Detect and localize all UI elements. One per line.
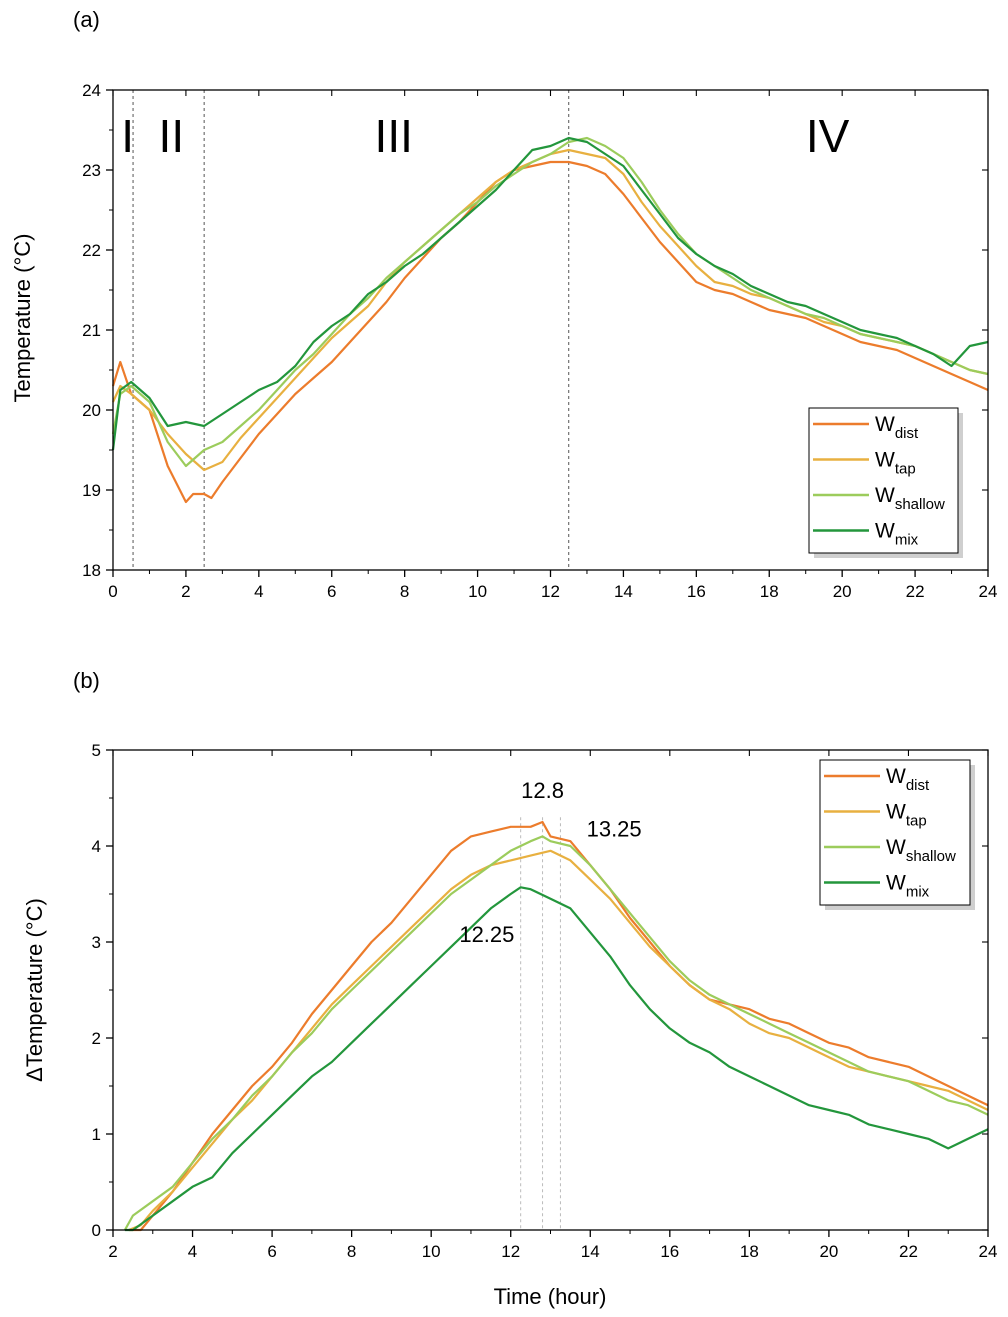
x-tick-label: 12 <box>541 582 560 601</box>
x-tick-label: 16 <box>687 582 706 601</box>
x-tick-label: 24 <box>979 582 998 601</box>
legend-label-tap: Wtap <box>875 449 916 478</box>
y-tick-label: 19 <box>82 481 101 500</box>
peak-annotation: 12.8 <box>521 778 564 803</box>
series-line-mix <box>111 136 989 451</box>
x-tick-label: 6 <box>267 1242 276 1261</box>
x-tick-label: 4 <box>188 1242 197 1261</box>
x-tick-label: 20 <box>819 1242 838 1261</box>
y-tick-label: 4 <box>92 837 101 856</box>
panel-b-peak-markers <box>520 817 561 1230</box>
panel-a-phase-labels: I II III IV <box>121 110 849 162</box>
phase-label: I <box>121 110 134 162</box>
y-tick-label: 5 <box>92 741 101 760</box>
phase-label: IV <box>806 110 850 162</box>
y-tick-label: 0 <box>92 1221 101 1240</box>
legend-box <box>819 759 971 906</box>
x-tick-label: 8 <box>347 1242 356 1261</box>
panel-a-phase-dividers <box>132 90 570 570</box>
phase-label: III <box>375 110 413 162</box>
series-line-shallow <box>111 136 989 468</box>
y-tick-label: 23 <box>82 161 101 180</box>
panel-b-peak-annotations: 12.8 13.25 12.25 <box>459 778 641 947</box>
panel-b-series-lines <box>123 820 989 1232</box>
x-tick-label: 10 <box>422 1242 441 1261</box>
panel-b-ylabel: ΔTemperature (°C) <box>22 898 47 1082</box>
legend-label-shallow: Wshallow <box>886 836 956 865</box>
panel-a-ylabel: Temperature (°C) <box>10 234 35 403</box>
x-tick-label: 18 <box>760 582 779 601</box>
panel-b-label: (b) <box>73 668 100 693</box>
y-tick-label: 20 <box>82 401 101 420</box>
series-line-mix <box>124 886 989 1232</box>
x-tick-label: 18 <box>740 1242 759 1261</box>
legend-label-dist: Wdist <box>886 765 930 794</box>
x-tick-label: 8 <box>400 582 409 601</box>
legend-box <box>808 407 959 554</box>
x-tick-label: 2 <box>108 1242 117 1261</box>
legend-label-shallow: Wshallow <box>875 484 945 513</box>
series-line-shallow <box>123 835 989 1231</box>
panel-a-series-lines <box>111 136 989 504</box>
x-tick-label: 24 <box>979 1242 998 1261</box>
peak-annotation: 13.25 <box>587 816 642 841</box>
x-tick-label: 12 <box>501 1242 520 1261</box>
y-tick-label: 24 <box>82 81 101 100</box>
x-tick-label: 22 <box>899 1242 918 1261</box>
panel-a-temperature-chart: (a) 0 2 4 6 8 10 12 14 16 18 20 22 2418192021222324 … <box>10 7 997 601</box>
panel-a-label: (a) <box>73 7 100 32</box>
panel-b-xlabel: Time (hour) <box>494 1284 607 1309</box>
legend-label-dist: Wdist <box>875 413 919 442</box>
panel-b-legend: Wdist Wtap Wshallow Wmix <box>819 759 975 910</box>
peak-annotation: 12.25 <box>459 922 514 947</box>
x-tick-label: 22 <box>906 582 925 601</box>
x-tick-label: 20 <box>833 582 852 601</box>
series-line-tap <box>128 849 989 1232</box>
y-tick-label: 22 <box>82 241 101 260</box>
x-tick-label: 6 <box>327 582 336 601</box>
y-tick-label: 2 <box>92 1029 101 1048</box>
x-tick-label: 2 <box>181 582 190 601</box>
y-tick-label: 1 <box>92 1125 101 1144</box>
phase-label: II <box>159 110 185 162</box>
series-line-dist <box>128 820 989 1232</box>
x-tick-label: 14 <box>614 582 633 601</box>
y-tick-label: 3 <box>92 933 101 952</box>
x-tick-label: 4 <box>254 582 263 601</box>
legend-label-mix: Wmix <box>875 520 919 549</box>
y-tick-label: 21 <box>82 321 101 340</box>
panel-a-legend: Wdist Wtap Wshallow Wmix <box>808 407 963 558</box>
legend-label-mix: Wmix <box>886 872 930 901</box>
x-tick-label: 16 <box>660 1242 679 1261</box>
x-tick-label: 14 <box>581 1242 600 1261</box>
x-tick-label: 10 <box>468 582 487 601</box>
legend-label-tap: Wtap <box>886 801 927 830</box>
x-tick-label: 0 <box>108 582 117 601</box>
y-tick-label: 18 <box>82 561 101 580</box>
